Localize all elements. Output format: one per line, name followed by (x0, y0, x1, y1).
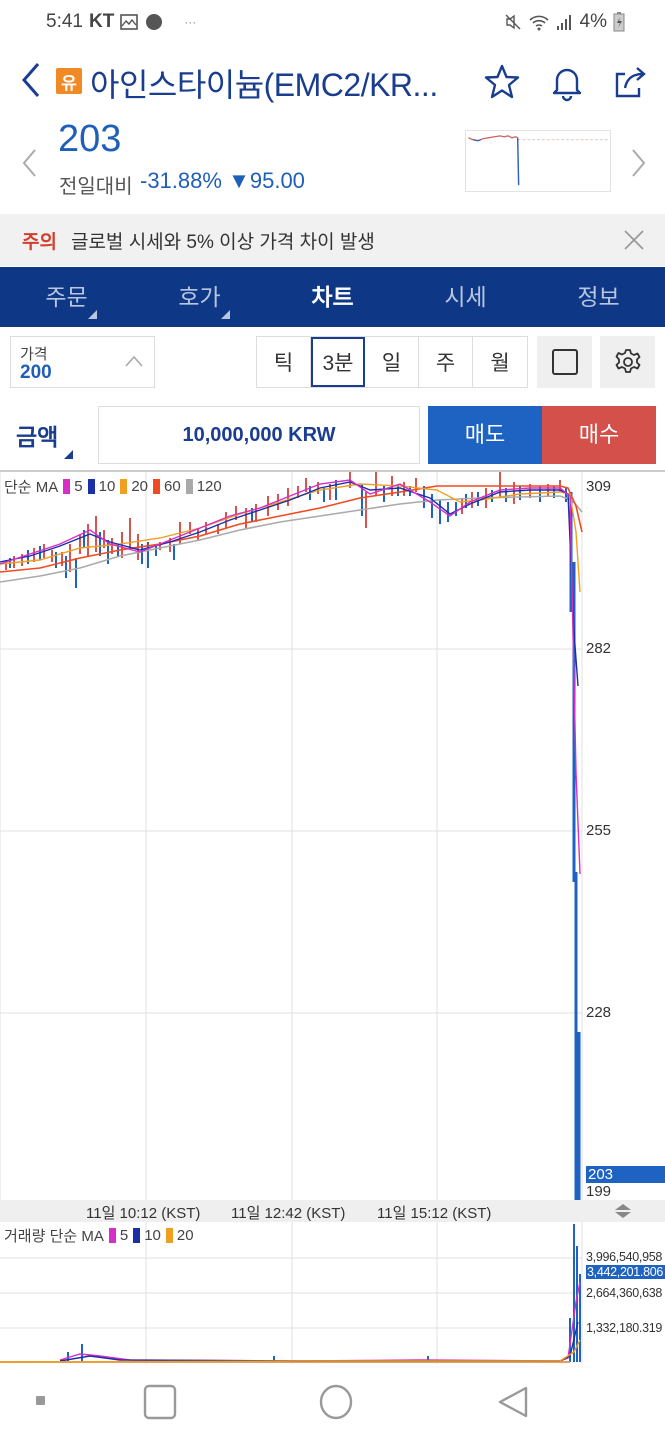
amount-input[interactable]: 10,000,000 KRW (98, 406, 420, 464)
y-axis-label: 309 (586, 478, 612, 495)
x-axis-label: 11일 10:12 (KST) (86, 1205, 201, 1222)
status-bar: 5:41 KT ··· 4% (0, 0, 665, 44)
mini-price-chart[interactable] (465, 130, 611, 192)
time-axis: 11일 10:12 (KST) 11일 12:42 (KST) 11일 15:1… (0, 1200, 665, 1222)
quote-summary: 203 전일대비 -31.88% ▼95.00 (0, 112, 665, 212)
volume-axis-label: 2,664,360,638 (586, 1286, 663, 1300)
app-header: 유 아인스타이늄(EMC2/KR... (0, 50, 665, 112)
period-day[interactable]: 일 (365, 337, 419, 387)
period-tick[interactable]: 틱 (257, 337, 311, 387)
dropdown-indicator-icon (88, 310, 97, 319)
star-icon[interactable] (482, 62, 522, 102)
y-axis-label: 199 (586, 1183, 612, 1200)
price-chart[interactable]: 단순 MA 5 10 20 60 120 309 282 255 228 203… (0, 470, 665, 1202)
notice-message: 글로벌 시세와 5% 이상 가격 차이 발생 (70, 231, 375, 253)
tab-info[interactable]: 정보 (577, 284, 620, 310)
next-coin-icon[interactable] (628, 148, 648, 178)
status-carrier: KT (88, 11, 115, 32)
close-icon[interactable] (623, 229, 645, 251)
more-dots-icon: ··· (184, 15, 197, 29)
recent-apps-dot-icon[interactable] (36, 1396, 46, 1406)
wifi-icon (528, 15, 549, 31)
price-select-value: 200 (20, 362, 52, 383)
current-volume-marker: 3,442,201.806 (586, 1265, 665, 1279)
candlestick-plot (0, 472, 583, 1202)
notice-tag: 주의 (22, 231, 57, 253)
compare-label: 전일대비 (59, 176, 133, 198)
chevron-up-icon (125, 355, 143, 367)
price-gap-notice: 주의 글로벌 시세와 5% 이상 가격 차이 발생 (0, 214, 665, 266)
buy-button[interactable]: 매수 (542, 406, 656, 464)
dropdown-indicator-icon (221, 310, 230, 319)
sell-button[interactable]: 매도 (428, 406, 542, 464)
volume-ma-legend: 거래량 단순 MA 5 10 20 (4, 1227, 194, 1245)
volume-axis-label: 1,332,180.319 (586, 1321, 663, 1335)
price-select-label: 가격 (20, 346, 48, 363)
gallery-icon (120, 14, 139, 30)
back-nav-icon[interactable] (496, 1384, 530, 1420)
battery-charging-icon (613, 12, 625, 32)
price-select[interactable]: 가격 200 (10, 336, 155, 388)
chart-toolbar: 가격 200 틱 3분 일 주 월 (0, 336, 665, 390)
x-axis-label: 11일 12:42 (KST) (231, 1205, 346, 1222)
caution-badge: 유 (56, 68, 82, 94)
mute-icon (505, 14, 521, 30)
system-nav-bar (0, 1364, 665, 1440)
home-icon[interactable] (318, 1384, 354, 1420)
price-change: -31.88% ▼95.00 (140, 168, 305, 193)
period-month[interactable]: 월 (490, 352, 510, 375)
ma-legend: 단순 MA 5 10 20 60 120 (4, 478, 222, 496)
tab-order[interactable]: 주문 (0, 267, 133, 327)
prev-coin-icon[interactable] (20, 148, 40, 178)
status-time: 5:41 (46, 11, 83, 32)
dropdown-indicator-icon (64, 450, 73, 459)
quick-order-row: 금액 10,000,000 KRW 매도 매수 (0, 406, 665, 464)
volume-axis-label: 3,996,540,958 (586, 1250, 663, 1264)
down-arrow-icon: ▼ (228, 168, 250, 193)
current-price-marker: 203 (586, 1166, 665, 1183)
volume-chart[interactable]: 거래량 단순 MA 5 10 20 3,996,540,958 3,442,20… (0, 1222, 665, 1364)
overview-icon[interactable] (143, 1384, 177, 1420)
chart-settings-button[interactable] (600, 336, 655, 388)
fullscreen-button[interactable] (537, 336, 592, 388)
volume-plot (0, 1222, 583, 1364)
notification-dot-icon (146, 14, 163, 30)
battery-percent: 4% (579, 11, 607, 32)
tab-orderbook[interactable]: 호가 (133, 267, 266, 327)
main-tabs: 주문 호가 차트 시세 정보 (0, 267, 665, 327)
y-axis-label: 228 (586, 1004, 612, 1021)
back-icon[interactable] (16, 60, 46, 100)
period-week[interactable]: 주 (419, 337, 473, 387)
period-3min[interactable]: 3분 (311, 337, 365, 387)
tab-chart[interactable]: 차트 (311, 284, 354, 310)
amount-type-select[interactable]: 금액 (16, 424, 59, 450)
signal-icon (556, 15, 571, 30)
x-axis-label: 11일 15:12 (KST) (377, 1205, 492, 1222)
period-selector: 틱 3분 일 주 월 (256, 336, 528, 388)
current-price: 203 (58, 118, 122, 160)
y-axis-label: 255 (586, 822, 612, 839)
resize-handle-icon[interactable] (614, 1203, 632, 1219)
share-icon[interactable] (611, 62, 651, 102)
y-axis-label: 282 (586, 640, 612, 657)
bell-icon[interactable] (547, 62, 587, 102)
tab-market-price[interactable]: 시세 (444, 284, 487, 310)
page-title: 아인스타이늄(EMC2/KR... (90, 67, 438, 103)
fullscreen-icon (551, 349, 578, 375)
gear-icon (615, 349, 640, 373)
